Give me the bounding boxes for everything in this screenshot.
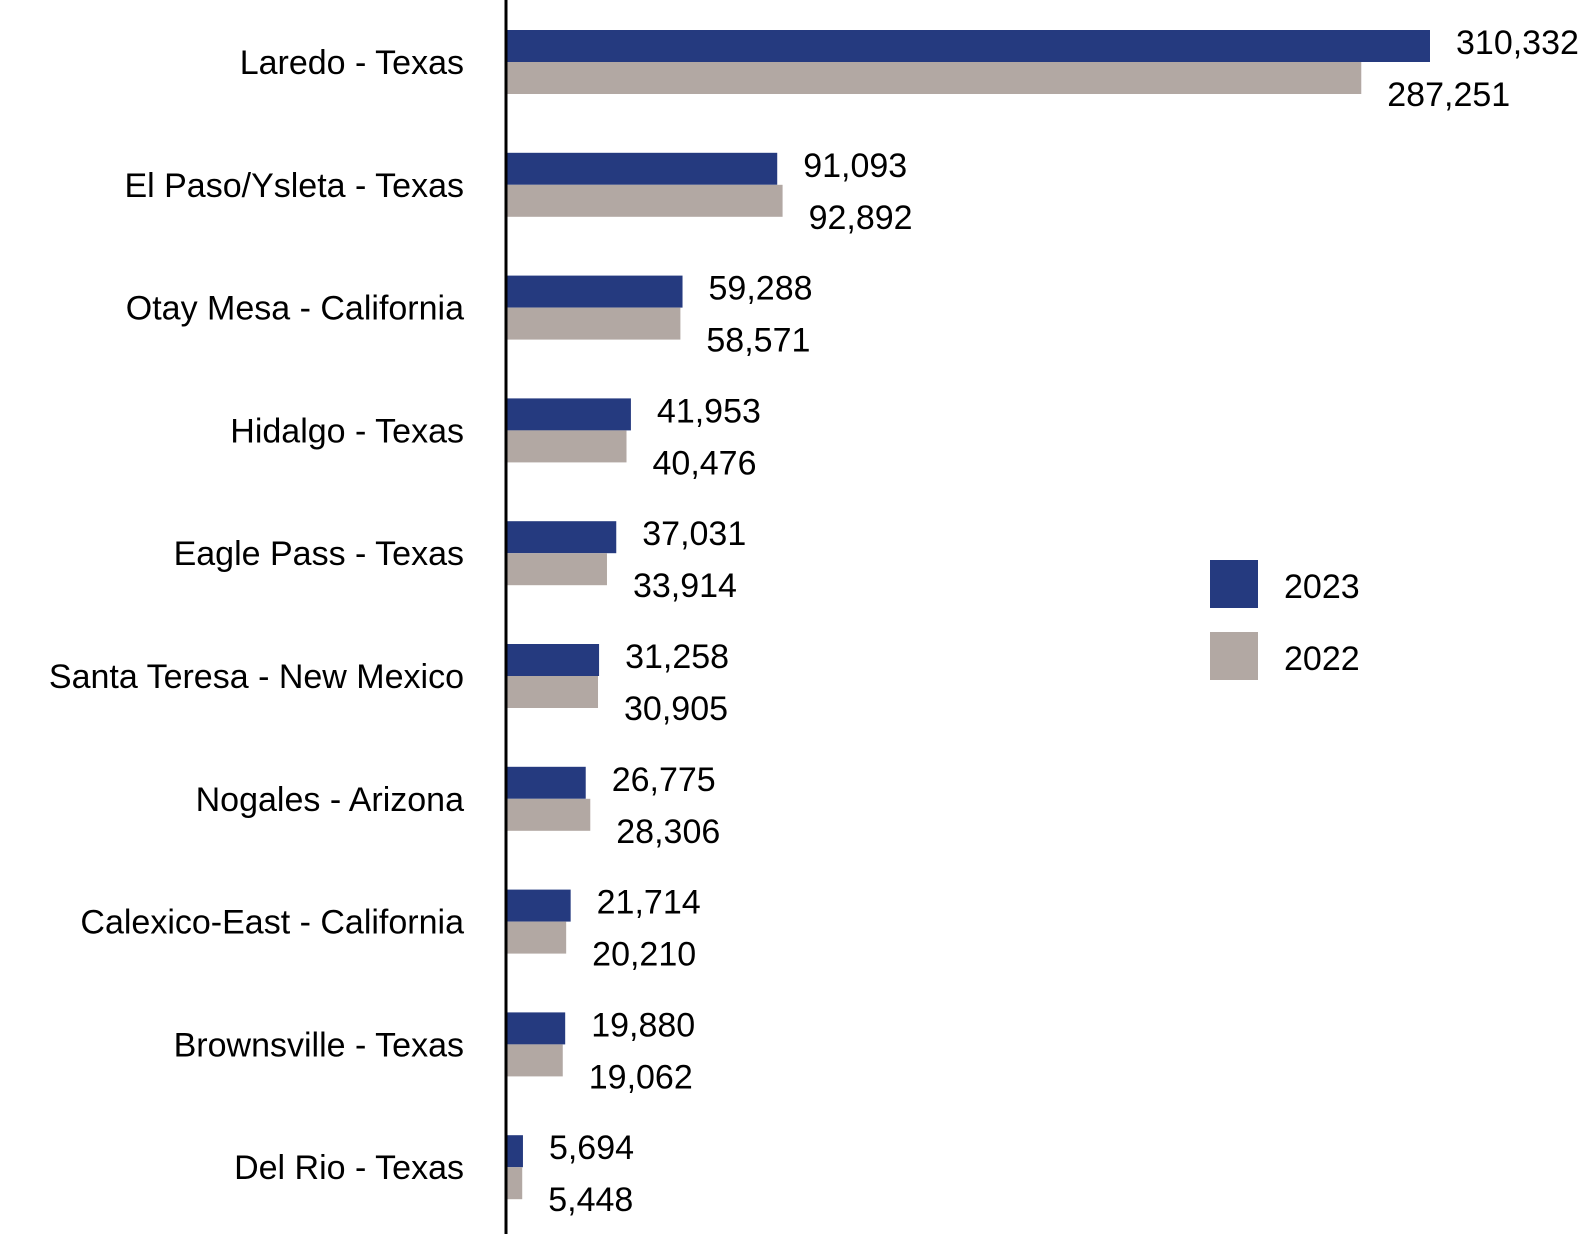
bar-2023 [506,275,683,308]
bar-2023 [506,152,778,185]
value-label-2022: 30,905 [624,690,728,728]
category-label: Brownsville - Texas [174,1026,464,1064]
value-label-2023: 21,714 [597,884,701,922]
legend-swatch-2023 [1210,560,1258,608]
category-labels-group: Laredo - Texas El Paso/Ysleta - Texas Otay… [49,44,464,1187]
bar-2022 [506,184,783,217]
bar-2023 [506,521,617,554]
legend-label-2023: 2023 [1284,568,1360,606]
value-label-2022: 19,062 [589,1058,693,1096]
value-label-2023: 41,953 [657,392,761,430]
bar-2023 [506,30,1430,62]
legend-label-2022: 2022 [1284,640,1360,678]
bar-2022 [506,62,1362,94]
bar-2022 [506,798,591,831]
value-label-2023: 37,031 [642,515,746,553]
bar-2023 [506,1135,523,1168]
value-label-2023: 26,775 [612,761,716,799]
value-label-2023: 310,332 [1456,24,1579,62]
legend-swatch-2022 [1210,632,1258,680]
category-label: Santa Teresa - New Mexico [49,658,464,696]
bar-2022 [506,921,567,954]
value-label-2022: 287,251 [1387,76,1510,114]
bar-2022 [506,1044,563,1077]
value-label-2022: 5,448 [548,1181,633,1219]
value-label-2023: 91,093 [803,147,907,185]
legend: 2023 2022 [1210,560,1360,680]
bar-2023 [506,766,586,799]
bar-2022 [506,553,607,586]
value-label-2022: 28,306 [616,813,720,851]
value-label-2022: 58,571 [706,322,810,360]
value-label-2022: 92,892 [809,199,913,237]
bar-2022 [506,676,599,708]
value-label-2022: 33,914 [633,567,737,605]
category-label: Nogales - Arizona [196,781,464,819]
value-label-2023: 59,288 [709,270,813,308]
category-label: Otay Mesa - California [126,290,464,328]
bar-2023 [506,644,600,676]
bar-2022 [506,1167,523,1200]
value-label-2023: 31,258 [625,638,729,676]
bar-2023 [506,889,571,922]
category-label: Hidalgo - Texas [230,412,464,450]
value-labels-group: 310,332 287,251 91,093 92,892 59,288 58,571 41… [548,24,1579,1219]
value-label-2023: 19,880 [591,1006,695,1044]
bar-2023 [506,398,631,431]
category-label: Del Rio - Texas [234,1149,464,1187]
value-label-2023: 5,694 [549,1129,634,1167]
value-label-2022: 20,210 [592,936,696,974]
category-label: Eagle Pass - Texas [174,535,464,573]
category-label: Calexico-East - California [80,904,464,942]
bars-group [506,30,1430,1200]
category-label: El Paso/Ysleta - Texas [124,167,464,205]
bar-2022 [506,307,681,340]
bar-2022 [506,430,627,463]
value-label-2022: 40,476 [653,444,757,482]
bar-2023 [506,1012,566,1045]
category-label: Laredo - Texas [240,44,464,82]
